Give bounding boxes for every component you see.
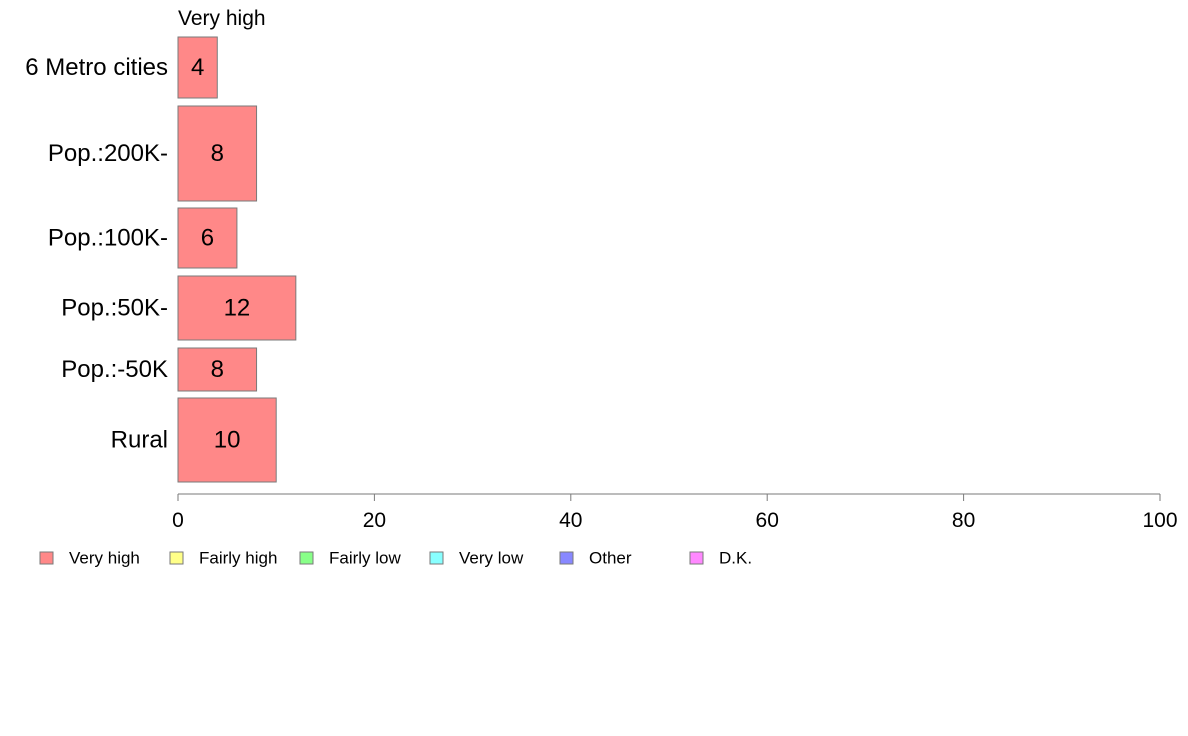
legend-swatch [689,551,704,565]
legend-label: Other [589,549,632,568]
x-tick-label: 20 [363,509,386,532]
legend-swatch [39,551,54,565]
bar [177,347,258,392]
legend-label: Very high [69,549,140,568]
category-label: Pop.:-50K [61,356,168,383]
category-label: Pop.:100K- [48,225,168,252]
bar [177,275,297,341]
bar-value-label: 8 [211,356,224,383]
legend-swatch [299,551,314,565]
legend: Very high Fairly high Fairly low Very low Ot… [39,549,752,568]
bar-value-label: 8 [211,140,224,167]
category-label: 6 Metro cities [25,54,168,81]
bar [177,207,238,269]
x-tick-label: 100 [1142,509,1177,532]
bar [177,397,277,483]
series-header-label: Very high [178,7,266,30]
bar-value-label: 4 [191,54,204,81]
legend-label: Fairly low [329,549,402,568]
bar-value-label: 6 [201,225,214,252]
legend-label: D.K. [719,549,752,568]
category-label: Pop.:50K- [61,295,168,322]
x-tick-label: 40 [559,509,582,532]
x-axis: 0 20 40 60 80 100 [172,493,1178,532]
legend-swatch [169,551,184,565]
x-tick-label: 0 [172,509,184,532]
x-tick-label: 60 [756,509,779,532]
legend-label: Fairly high [199,549,277,568]
category-label: Pop.:200K- [48,140,168,167]
legend-label: Very low [459,549,524,568]
x-tick-label: 80 [952,509,975,532]
bar-value-label: 10 [214,427,241,454]
category-label: Rural [111,427,168,454]
legend-swatch [559,551,574,565]
bars-group: 6 Metro cities 4 Pop.:200K- 8 Pop.:100K- 6 Pop… [25,36,297,483]
bar [177,36,218,99]
legend-swatch [429,551,444,565]
bar [177,105,258,202]
bar-value-label: 12 [224,295,251,322]
